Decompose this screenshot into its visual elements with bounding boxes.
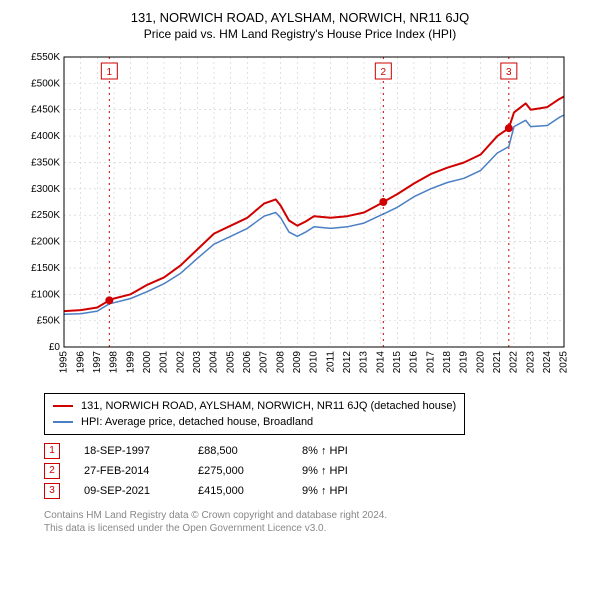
svg-text:2010: 2010 xyxy=(309,351,320,374)
svg-text:1998: 1998 xyxy=(109,351,120,374)
sale-price: £415,000 xyxy=(198,481,278,501)
svg-text:2022: 2022 xyxy=(509,351,520,374)
svg-text:2015: 2015 xyxy=(392,351,403,374)
sale-date: 27-FEB-2014 xyxy=(84,461,174,481)
sales-row: 1 18-SEP-1997 £88,500 8% ↑ HPI xyxy=(44,441,580,461)
sale-marker-badge: 2 xyxy=(44,463,60,479)
svg-text:2018: 2018 xyxy=(442,351,453,374)
sales-row: 2 27-FEB-2014 £275,000 9% ↑ HPI xyxy=(44,461,580,481)
svg-text:2007: 2007 xyxy=(259,351,270,374)
footer-line-1: Contains HM Land Registry data © Crown c… xyxy=(44,509,580,522)
svg-text:2003: 2003 xyxy=(192,351,203,374)
legend-swatch xyxy=(53,421,73,423)
svg-text:£200K: £200K xyxy=(31,237,60,248)
svg-text:2004: 2004 xyxy=(209,351,220,374)
svg-text:2020: 2020 xyxy=(475,351,486,374)
svg-text:£250K: £250K xyxy=(31,210,60,221)
svg-text:£450K: £450K xyxy=(31,105,60,116)
sale-date: 18-SEP-1997 xyxy=(84,441,174,461)
svg-text:2: 2 xyxy=(381,67,387,78)
svg-text:2001: 2001 xyxy=(159,351,170,374)
svg-text:1997: 1997 xyxy=(92,351,103,374)
sale-marker-badge: 3 xyxy=(44,483,60,499)
sales-row: 3 09-SEP-2021 £415,000 9% ↑ HPI xyxy=(44,481,580,501)
svg-text:1996: 1996 xyxy=(75,351,86,374)
legend-label: 131, NORWICH ROAD, AYLSHAM, NORWICH, NR1… xyxy=(81,398,456,414)
footer-line-2: This data is licensed under the Open Gov… xyxy=(44,522,580,535)
svg-text:2019: 2019 xyxy=(459,351,470,374)
svg-text:3: 3 xyxy=(506,67,512,78)
footer-attribution: Contains HM Land Registry data © Crown c… xyxy=(44,509,580,535)
legend-label: HPI: Average price, detached house, Broa… xyxy=(81,414,313,430)
svg-text:1995: 1995 xyxy=(59,351,70,374)
sale-price: £275,000 xyxy=(198,461,278,481)
sale-delta: 9% ↑ HPI xyxy=(302,461,392,481)
legend-row: 131, NORWICH ROAD, AYLSHAM, NORWICH, NR1… xyxy=(53,398,456,414)
sale-price: £88,500 xyxy=(198,441,278,461)
sale-date: 09-SEP-2021 xyxy=(84,481,174,501)
svg-text:2009: 2009 xyxy=(292,351,303,374)
chart-area: £0£50K£100K£150K£200K£250K£300K£350K£400… xyxy=(20,47,580,387)
svg-text:£150K: £150K xyxy=(31,263,60,274)
sale-marker-badge: 1 xyxy=(44,443,60,459)
legend: 131, NORWICH ROAD, AYLSHAM, NORWICH, NR1… xyxy=(44,393,465,435)
sale-delta: 8% ↑ HPI xyxy=(302,441,392,461)
svg-text:£550K: £550K xyxy=(31,52,60,63)
svg-text:2024: 2024 xyxy=(542,351,553,374)
chart-title: 131, NORWICH ROAD, AYLSHAM, NORWICH, NR1… xyxy=(0,10,600,25)
svg-text:1: 1 xyxy=(107,67,113,78)
svg-text:2013: 2013 xyxy=(359,351,370,374)
svg-text:2000: 2000 xyxy=(142,351,153,374)
svg-text:2025: 2025 xyxy=(559,351,570,374)
svg-text:2023: 2023 xyxy=(525,351,536,374)
svg-text:2012: 2012 xyxy=(342,351,353,374)
svg-text:£350K: £350K xyxy=(31,157,60,168)
svg-text:£50K: £50K xyxy=(37,316,61,327)
svg-text:2002: 2002 xyxy=(175,351,186,374)
svg-text:£500K: £500K xyxy=(31,78,60,89)
svg-text:2014: 2014 xyxy=(375,351,386,374)
svg-text:2021: 2021 xyxy=(492,351,503,374)
svg-text:2011: 2011 xyxy=(325,351,336,373)
line-chart: £0£50K£100K£150K£200K£250K£300K£350K£400… xyxy=(20,47,580,387)
sale-delta: 9% ↑ HPI xyxy=(302,481,392,501)
chart-subtitle: Price paid vs. HM Land Registry's House … xyxy=(0,27,600,41)
svg-text:2006: 2006 xyxy=(242,351,253,374)
svg-text:£300K: £300K xyxy=(31,184,60,195)
svg-text:2017: 2017 xyxy=(425,351,436,374)
svg-text:2005: 2005 xyxy=(225,351,236,374)
legend-row: HPI: Average price, detached house, Broa… xyxy=(53,414,456,430)
legend-swatch xyxy=(53,405,73,407)
svg-text:£100K: £100K xyxy=(31,289,60,300)
sales-table: 1 18-SEP-1997 £88,500 8% ↑ HPI 2 27-FEB-2014 £… xyxy=(44,441,580,501)
svg-text:1999: 1999 xyxy=(125,351,136,374)
svg-text:£400K: £400K xyxy=(31,131,60,142)
svg-text:2008: 2008 xyxy=(275,351,286,374)
svg-text:2016: 2016 xyxy=(409,351,420,374)
